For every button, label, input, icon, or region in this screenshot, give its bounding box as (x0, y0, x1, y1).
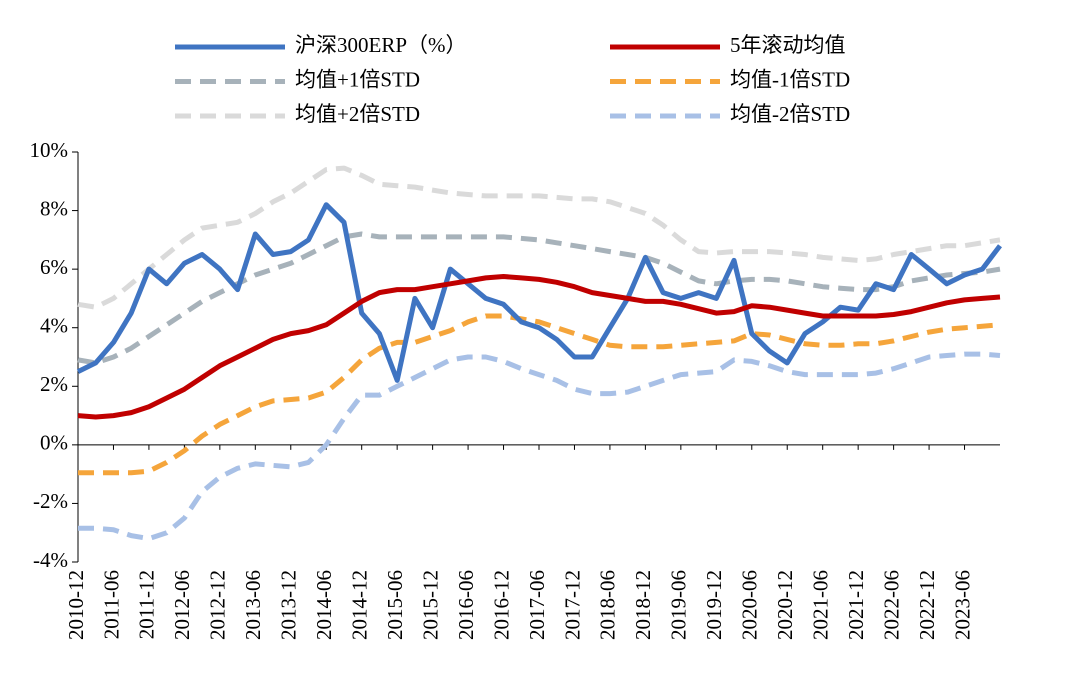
x-tick-label: 2014-06 (312, 570, 336, 640)
y-tick-label: 8% (40, 196, 68, 220)
x-tick-label: 2019-06 (667, 570, 691, 640)
y-tick-label: 4% (40, 314, 68, 338)
x-tick-label: 2020-12 (773, 570, 797, 640)
y-tick-label: 2% (40, 372, 68, 396)
x-tick-label: 2022-06 (879, 570, 903, 640)
series-line (77, 274, 1001, 420)
series-line (78, 351, 1001, 542)
x-tick-label: 2023-06 (950, 570, 974, 640)
y-tick-label: -2% (33, 489, 68, 513)
x-tick-label: 2016-12 (489, 570, 513, 640)
x-tick-label: 2018-12 (631, 570, 655, 640)
legend-label: 均值+2倍STD (295, 102, 420, 126)
legend-label: 5年滚动均值 (730, 33, 846, 57)
series-line (76, 202, 1002, 383)
series-line (77, 231, 1001, 366)
y-tick-label: 0% (40, 431, 68, 455)
series-line (77, 165, 1001, 310)
x-tick-label: 2021-12 (844, 570, 868, 640)
legend-label: 均值-1倍STD (730, 67, 850, 91)
x-tick-label: 2022-12 (915, 570, 939, 640)
y-tick-label: -4% (33, 548, 68, 572)
legend-label: 均值-2倍STD (730, 102, 850, 126)
x-tick-label: 2012-12 (206, 570, 230, 640)
x-tick-label: 2010-12 (64, 570, 88, 640)
x-tick-label: 2011-12 (135, 570, 159, 639)
x-tick-label: 2017-06 (525, 570, 549, 640)
x-tick-label: 2015-06 (383, 570, 407, 640)
x-tick-label: 2013-12 (277, 570, 301, 640)
x-tick-label: 2021-06 (809, 570, 833, 640)
x-tick-label: 2012-06 (170, 570, 194, 640)
y-tick-label: 6% (40, 255, 68, 279)
x-tick-label: 2019-12 (702, 570, 726, 640)
legend-label: 均值+1倍STD (295, 67, 420, 91)
y-tick-label: 10% (30, 138, 69, 162)
x-tick-label: 2017-12 (560, 570, 584, 640)
x-tick-label: 2016-06 (454, 570, 478, 640)
x-tick-label: 2015-12 (418, 570, 442, 640)
x-tick-label: 2014-12 (348, 570, 372, 640)
x-tick-label: 2011-06 (99, 570, 123, 639)
series-line (78, 313, 1001, 476)
x-tick-label: 2018-06 (596, 570, 620, 640)
x-tick-label: 2013-06 (241, 570, 265, 640)
legend-label: 沪深300ERP（%） (295, 33, 467, 57)
x-tick-label: 2020-06 (738, 570, 762, 640)
